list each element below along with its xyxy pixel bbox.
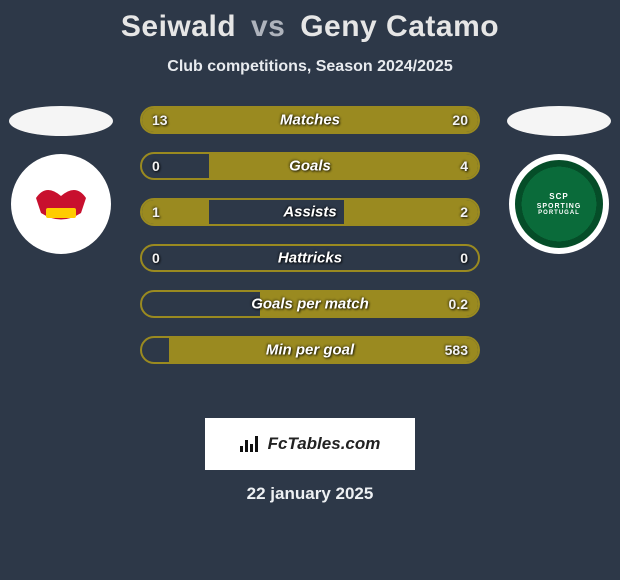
stat-label: Min per goal bbox=[142, 342, 478, 359]
club-badge-right: SCP SPORTING PORTUGAL bbox=[509, 154, 609, 254]
club-badge-right-text-top: SCP bbox=[537, 192, 582, 201]
stat-label: Hattricks bbox=[142, 250, 478, 267]
stat-label: Goals per match bbox=[142, 296, 478, 313]
club-badge-left-icon bbox=[26, 178, 96, 231]
stat-bar: 04Goals bbox=[140, 152, 480, 180]
stat-label: Assists bbox=[142, 204, 478, 221]
club-badge-right-text-bot: PORTUGAL bbox=[537, 210, 582, 216]
stat-bar: 583Min per goal bbox=[140, 336, 480, 364]
subtitle: Club competitions, Season 2024/2025 bbox=[0, 58, 620, 76]
player2-portrait: SCP SPORTING PORTUGAL bbox=[504, 106, 614, 254]
fctables-logo-icon bbox=[240, 436, 262, 452]
footer-site-name: FcTables.com bbox=[268, 434, 381, 454]
stat-bar: 12Assists bbox=[140, 198, 480, 226]
vs-label: vs bbox=[251, 10, 285, 43]
player2-name: Geny Catamo bbox=[300, 10, 499, 43]
player1-head-ellipse bbox=[9, 106, 113, 136]
stat-label: Matches bbox=[142, 112, 478, 129]
comparison-stage: SCP SPORTING PORTUGAL 1320Matches 04Goals… bbox=[0, 106, 620, 406]
stat-bar: 0.2Goals per match bbox=[140, 290, 480, 318]
footer-date: 22 january 2025 bbox=[0, 484, 620, 504]
stat-label: Goals bbox=[142, 158, 478, 175]
club-badge-left bbox=[11, 154, 111, 254]
stat-bar: 1320Matches bbox=[140, 106, 480, 134]
player2-head-ellipse bbox=[507, 106, 611, 136]
page-title: Seiwald vs Geny Catamo bbox=[0, 0, 620, 44]
stat-bar: 00Hattricks bbox=[140, 244, 480, 272]
club-badge-right-text-mid: SPORTING bbox=[537, 203, 582, 210]
footer-brand-box: FcTables.com bbox=[205, 418, 415, 470]
player1-name: Seiwald bbox=[121, 10, 236, 43]
stat-bars: 1320Matches 04Goals 12Assists 00Hattricks 0.… bbox=[140, 106, 480, 382]
player1-portrait bbox=[6, 106, 116, 254]
club-badge-right-icon: SCP SPORTING PORTUGAL bbox=[537, 192, 582, 216]
